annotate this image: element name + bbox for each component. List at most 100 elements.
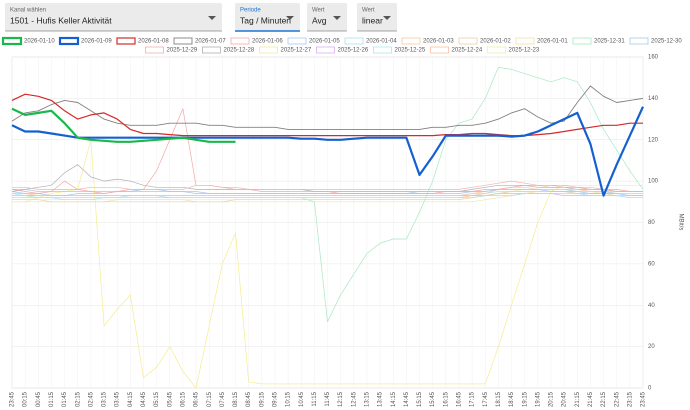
legend-swatch: [230, 37, 250, 45]
x-tick-label: 17:15: [470, 391, 476, 407]
legend-item[interactable]: 2026-01-02: [458, 37, 511, 45]
legend-swatch: [344, 37, 364, 45]
x-tick-label: 18:15: [496, 391, 502, 407]
x-tick-label: 10:15: [286, 391, 292, 407]
legend-swatch: [202, 46, 221, 54]
legend-label: 2025-12-31: [594, 39, 625, 45]
dropdown-box: [235, 3, 300, 31]
series-line: [11, 85, 644, 130]
dropdown-label: Periode: [240, 8, 261, 14]
x-tick-label: 23:45: [641, 391, 647, 407]
legend-label: 2026-01-10: [24, 39, 55, 45]
legend-label: 2026-01-04: [366, 39, 397, 45]
legend-item[interactable]: 2025-12-27: [259, 46, 312, 54]
x-tick-label: 16:45: [457, 391, 463, 407]
dropdown-arrow: [208, 16, 216, 20]
x-tick-label: 07:45: [220, 391, 226, 407]
legend-swatch: [259, 46, 278, 54]
x-tick-label: 13:45: [378, 391, 384, 407]
legend-swatch: [515, 37, 535, 45]
legend-label: 2026-01-07: [195, 39, 226, 45]
x-tick-label: 05:45: [167, 391, 173, 407]
x-tick-label: 08:15: [233, 391, 239, 407]
legend-item[interactable]: 2025-12-24: [430, 46, 483, 54]
legend-item[interactable]: 2025-12-25: [373, 46, 426, 54]
x-tick-label: 06:45: [194, 391, 200, 407]
legend-item[interactable]: 2026-01-03: [401, 37, 454, 45]
x-tick-label: 11:15: [312, 391, 318, 406]
x-tick-label: 01:15: [49, 391, 55, 407]
dropdown-arrow: [286, 16, 294, 20]
x-tick-label: 12:15: [338, 391, 344, 407]
dropdown-label: Wert: [312, 8, 325, 14]
legend-swatch: [316, 46, 335, 54]
x-tick-label: 00:45: [36, 391, 42, 407]
legend-label: 2026-01-09: [81, 39, 112, 45]
x-tick-label: 16:15: [443, 391, 449, 407]
x-tick-label: 20:15: [549, 391, 555, 407]
x-tick-label: 19:15: [522, 391, 528, 407]
x-tick-label: 09:15: [259, 391, 265, 407]
legend-label: 2026-01-05: [309, 39, 340, 45]
legend-item[interactable]: 2025-12-23: [487, 46, 540, 54]
x-tick-label: 21:15: [575, 391, 581, 407]
x-tick-label: 18:45: [509, 391, 515, 407]
legend-swatch: [287, 37, 307, 45]
x-tick-label: 15:45: [430, 391, 436, 407]
legend-swatch: [1, 36, 23, 46]
dropdown-value: 1501 - Hufis Keller Aktivität: [10, 15, 112, 25]
series-line: [11, 106, 645, 197]
y-axis-label: MBit/s: [677, 214, 683, 231]
legend: 2026-01-10 2026-01-09 2026-01-08 2026-01-07…: [1, 36, 682, 54]
legend-item[interactable]: 2025-12-29: [145, 46, 198, 54]
dropdown-box: [5, 3, 222, 31]
x-tick-label: 14:15: [391, 391, 397, 407]
series-line: [12, 191, 643, 203]
legend-item[interactable]: 2026-01-09: [58, 36, 112, 46]
legend-item[interactable]: 2025-12-26: [316, 46, 369, 54]
legend-item[interactable]: 2025-12-28: [202, 46, 255, 54]
legend-label: 2026-01-03: [423, 39, 454, 45]
series-line: [11, 108, 643, 194]
legend-item[interactable]: 2026-01-04: [344, 37, 397, 45]
legend-item[interactable]: 2026-01-06: [230, 37, 283, 45]
legend-item[interactable]: 2025-12-31: [572, 37, 625, 45]
legend-label: 2025-12-23: [509, 48, 540, 54]
legend-item[interactable]: 2026-01-08: [116, 37, 169, 45]
legend-item[interactable]: 2025-12-30: [629, 37, 682, 45]
dropdown-value: linear: [362, 15, 383, 25]
series-line: [11, 93, 643, 137]
dropdown-value: Avg: [312, 15, 327, 25]
dropdown-arrow: [333, 16, 341, 20]
legend-item[interactable]: 2026-01-10: [1, 36, 55, 46]
legend-item[interactable]: 2026-01-05: [287, 37, 340, 45]
legend-label: 2026-01-06: [252, 39, 283, 45]
legend-swatch: [458, 37, 478, 45]
legend-swatch: [145, 46, 164, 54]
y-tick-label: 160: [648, 55, 659, 61]
x-tick-label: 12:45: [351, 391, 357, 407]
x-tick-label: 07:15: [207, 391, 213, 407]
dropdown-box: [357, 3, 397, 31]
plot: 0 20 40 60 80 100 120 140 160 23:45 00:15 00:45 01:1…: [10, 55, 659, 407]
legend-label: 2026-01-01: [537, 39, 568, 45]
y-tick-label: 100: [648, 179, 659, 185]
x-tick-label: 02:15: [75, 391, 81, 407]
legend-label: 2026-01-02: [480, 39, 511, 45]
x-tick-label: 04:45: [141, 391, 147, 407]
y-tick-label: 0: [648, 386, 652, 392]
y-tick-label: 80: [648, 220, 655, 226]
x-tick-label: 03:15: [102, 391, 108, 407]
legend-label: 2025-12-27: [281, 48, 312, 54]
legend-item[interactable]: 2026-01-01: [515, 37, 568, 45]
x-tick-label: 14:45: [404, 391, 410, 407]
series-line: [12, 193, 643, 201]
legend-swatch: [487, 46, 506, 54]
legend-item[interactable]: 2026-01-07: [173, 37, 226, 45]
